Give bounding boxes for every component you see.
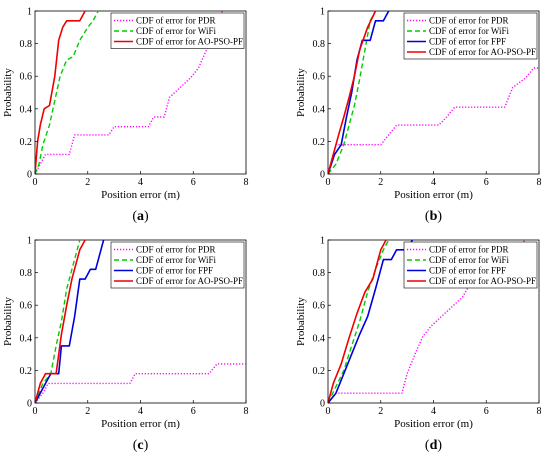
y-axis-label: Probability bbox=[2, 297, 14, 346]
x-tick-label: 2 bbox=[85, 177, 90, 188]
legend-entry: CDF of error for PDR bbox=[429, 245, 509, 255]
series-line-wifi bbox=[328, 10, 377, 174]
y-axis-label: Probability bbox=[295, 68, 307, 117]
series-line-ao-pso-pf bbox=[35, 239, 86, 403]
y-tick-label: 0.8 bbox=[20, 268, 33, 279]
y-axis-label: Probability bbox=[295, 297, 307, 346]
x-tick-label: 2 bbox=[85, 406, 90, 417]
legend-entry: CDF of error for PDR bbox=[429, 16, 509, 26]
legend-entry: CDF of error for AO-PSO-PF bbox=[429, 47, 536, 57]
y-tick-label: 0.8 bbox=[313, 39, 326, 50]
y-tick-label: 0.4 bbox=[20, 333, 33, 344]
y-tick-label: 1 bbox=[27, 236, 32, 247]
series-line-pdr bbox=[35, 10, 223, 174]
y-tick-label: 0.2 bbox=[313, 366, 326, 377]
series-line-ao-pso-pf bbox=[328, 239, 387, 403]
legend-box bbox=[110, 241, 245, 289]
x-tick-label: 2 bbox=[378, 177, 383, 188]
y-tick-label: 1 bbox=[27, 7, 32, 18]
legend-entry: CDF of error for FPF bbox=[429, 266, 506, 276]
series-line-ao-pso-pf bbox=[35, 10, 86, 174]
panel-caption: (a) bbox=[132, 209, 149, 224]
y-tick-label: 0 bbox=[320, 399, 325, 410]
legend-entry: CDF of error for PDR bbox=[136, 245, 216, 255]
y-tick-label: 0.8 bbox=[313, 268, 326, 279]
x-axis-label: Position error (m) bbox=[394, 418, 473, 430]
y-tick-label: 0.6 bbox=[313, 301, 326, 312]
chart-panel-2: 0 2 4 6 8 0 0.2 0.4 0.6 0.8 1 Position error (m) Pro… bbox=[295, 7, 542, 225]
x-tick-label: 0 bbox=[33, 406, 38, 417]
x-tick-label: 4 bbox=[431, 406, 436, 417]
y-tick-label: 0 bbox=[27, 399, 32, 410]
x-tick-label: 8 bbox=[537, 406, 542, 417]
legend-entry: CDF of error for FPF bbox=[429, 37, 506, 47]
series-line-wifi bbox=[328, 239, 390, 403]
x-tick-label: 4 bbox=[431, 177, 436, 188]
legend-entry: CDF of error for WiFi bbox=[429, 26, 509, 36]
series-line-fpf bbox=[35, 239, 105, 403]
x-tick-label: 4 bbox=[138, 406, 143, 417]
x-tick-label: 8 bbox=[244, 177, 249, 188]
series-line-pdr bbox=[328, 67, 539, 174]
chart-panel-3: 0 2 4 6 8 0 0.2 0.4 0.6 0.8 1 Position error (m) Pro… bbox=[2, 236, 249, 454]
x-tick-label: 6 bbox=[484, 177, 489, 188]
legend-entry: CDF of error for WiFi bbox=[136, 26, 216, 36]
x-tick-label: 6 bbox=[191, 406, 196, 417]
panel-caption: (b) bbox=[425, 209, 442, 224]
x-axis-label: Position error (m) bbox=[394, 189, 473, 201]
series-group bbox=[35, 10, 223, 174]
x-axis-label: Position error (m) bbox=[101, 418, 180, 430]
y-tick-label: 0.6 bbox=[20, 72, 33, 83]
y-tick-label: 0.6 bbox=[313, 72, 326, 83]
y-axis-label: Probability bbox=[2, 68, 14, 117]
x-tick-label: 0 bbox=[326, 177, 331, 188]
y-tick-label: 0.4 bbox=[20, 104, 33, 115]
chart-panel-4: 0 2 4 6 8 0 0.2 0.4 0.6 0.8 1 Position error (m) Pro… bbox=[295, 236, 542, 454]
y-tick-label: 0.2 bbox=[313, 137, 326, 148]
y-tick-label: 1 bbox=[320, 236, 325, 247]
x-tick-label: 4 bbox=[138, 177, 143, 188]
x-tick-label: 0 bbox=[326, 406, 331, 417]
series-group bbox=[328, 10, 539, 174]
panel-caption: (d) bbox=[425, 438, 442, 453]
x-tick-label: 2 bbox=[378, 406, 383, 417]
legend-box bbox=[403, 12, 538, 60]
y-tick-label: 1 bbox=[320, 7, 325, 18]
x-tick-label: 8 bbox=[244, 406, 249, 417]
x-tick-label: 0 bbox=[33, 177, 38, 188]
legend-entry: CDF of error for PDR bbox=[136, 16, 216, 26]
x-tick-label: 6 bbox=[191, 177, 196, 188]
legend-entry: CDF of error for AO-PSO-PF bbox=[136, 276, 243, 286]
panel-caption: (c) bbox=[133, 438, 149, 453]
series-line-wifi bbox=[35, 10, 99, 174]
y-tick-label: 0 bbox=[27, 170, 32, 181]
legend-entry: CDF of error for AO-PSO-PF bbox=[136, 37, 243, 47]
legend-box bbox=[403, 241, 538, 289]
y-tick-label: 0.4 bbox=[313, 104, 326, 115]
y-tick-label: 0.4 bbox=[313, 333, 326, 344]
series-line-fpf bbox=[328, 239, 414, 403]
y-tick-label: 0.2 bbox=[20, 366, 33, 377]
y-tick-label: 0 bbox=[320, 170, 325, 181]
legend-entry: CDF of error for WiFi bbox=[136, 255, 216, 265]
legend-entry: CDF of error for AO-PSO-PF bbox=[429, 276, 536, 286]
series-group bbox=[35, 239, 246, 403]
legend-entry: CDF of error for FPF bbox=[136, 266, 213, 276]
legend-entry: CDF of error for WiFi bbox=[429, 255, 509, 265]
chart-panel-1: 0 2 4 6 8 0 0.2 0.4 0.6 0.8 1 Position error (m) Pro… bbox=[2, 7, 249, 225]
y-tick-label: 0.6 bbox=[20, 301, 33, 312]
x-tick-label: 6 bbox=[484, 406, 489, 417]
y-tick-label: 0.2 bbox=[20, 137, 33, 148]
legend-box bbox=[110, 12, 245, 49]
x-tick-label: 8 bbox=[537, 177, 542, 188]
y-tick-label: 0.8 bbox=[20, 39, 33, 50]
series-line-ao-pso-pf bbox=[328, 10, 377, 174]
series-line-wifi bbox=[35, 239, 81, 403]
x-axis-label: Position error (m) bbox=[101, 189, 180, 201]
